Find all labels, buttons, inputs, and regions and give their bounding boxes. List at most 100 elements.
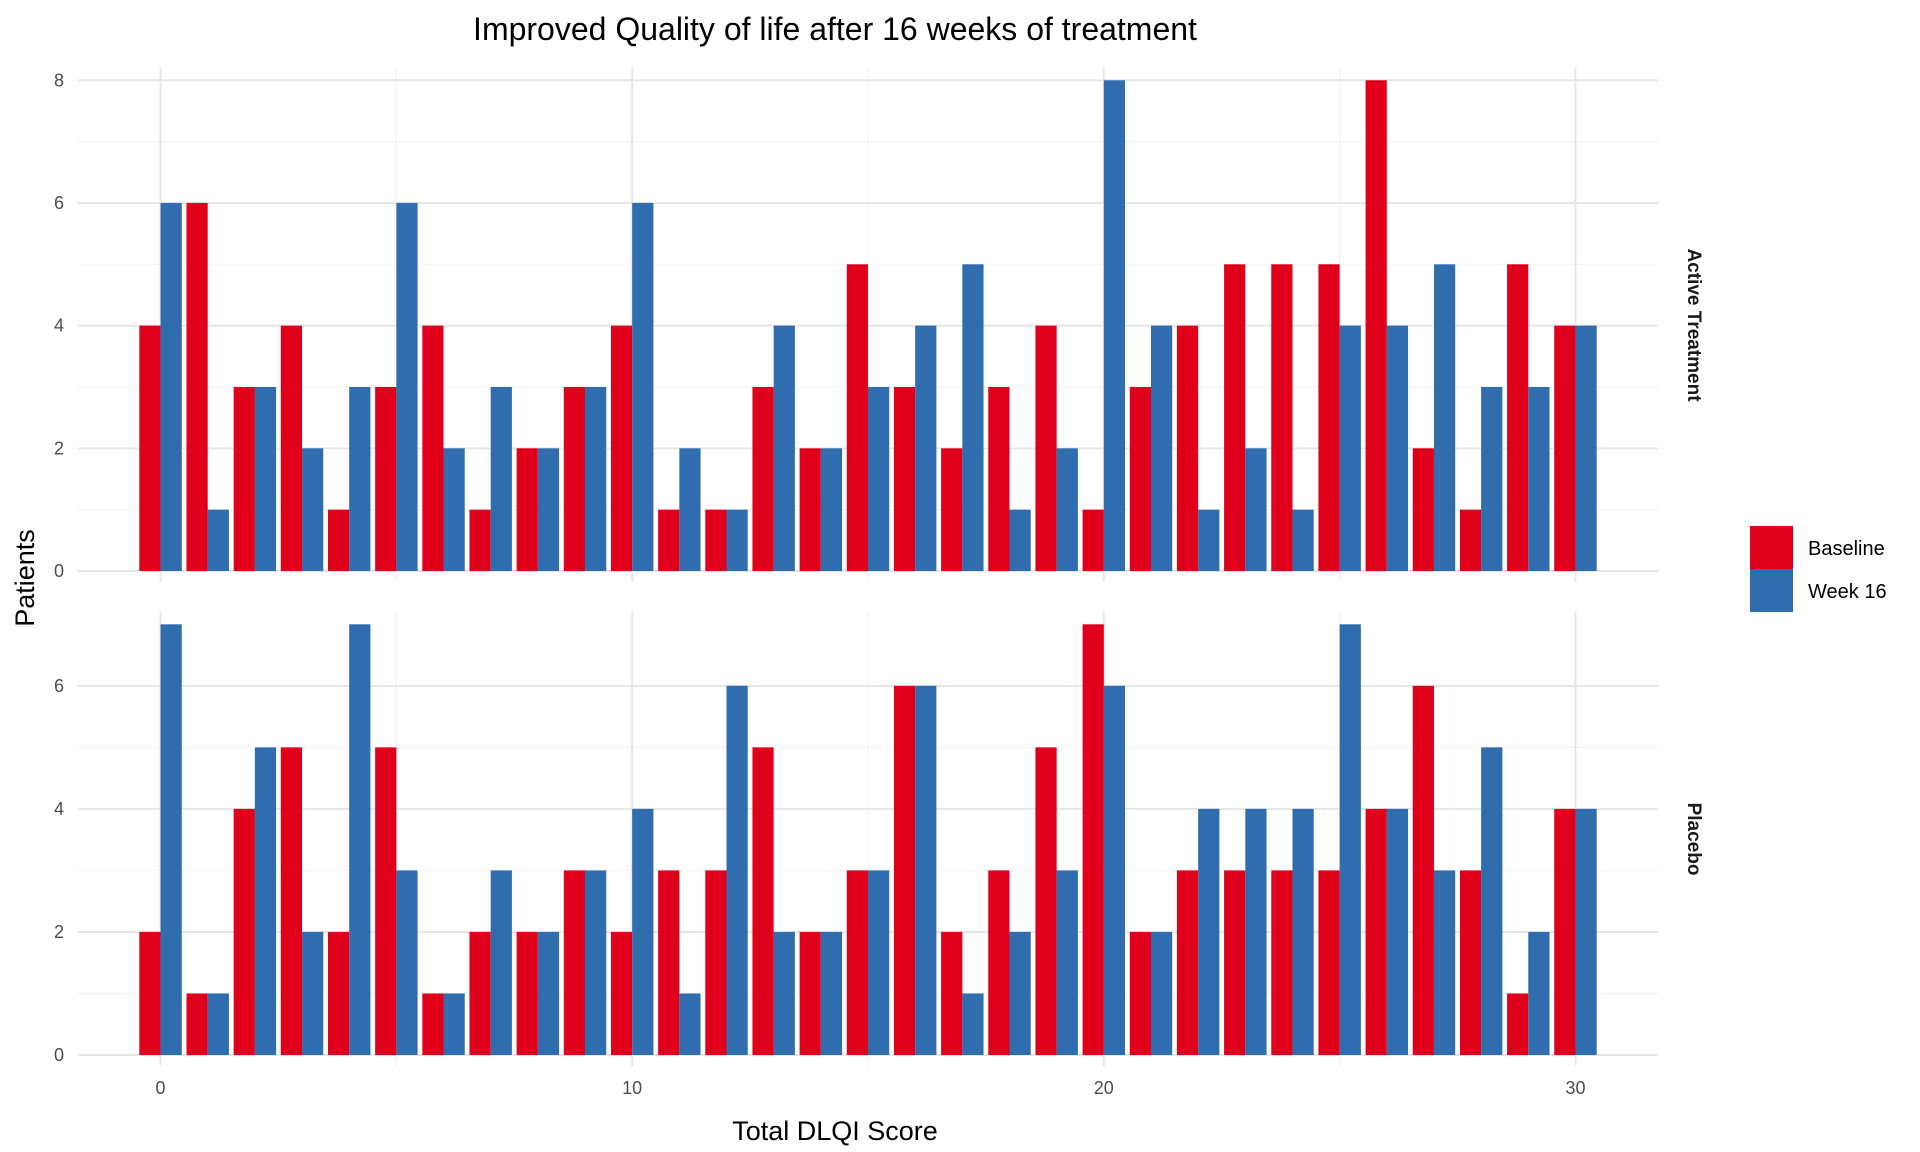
bar-baseline	[1129, 386, 1151, 571]
bar-week-16	[1245, 448, 1267, 571]
bar-week-16	[868, 870, 890, 1055]
bar-baseline	[186, 202, 208, 571]
bar-week-16	[820, 448, 843, 571]
bar-week-16	[1433, 264, 1456, 571]
bar-week-16	[1245, 808, 1267, 1055]
bar-week-16	[1339, 325, 1361, 571]
legend-swatch	[1750, 569, 1793, 612]
bar-baseline	[705, 870, 727, 1055]
bar-baseline	[610, 325, 633, 571]
bar-week-16	[490, 386, 512, 571]
bar-week-16	[207, 509, 229, 571]
bar-baseline	[1271, 264, 1293, 571]
y-tick-label: 0	[54, 561, 64, 581]
bar-week-16	[443, 993, 465, 1055]
bar-baseline	[1507, 993, 1529, 1055]
bar-week-16	[1528, 386, 1550, 571]
bar-week-16	[302, 931, 324, 1055]
bar-baseline	[1082, 624, 1104, 1055]
bar-baseline	[988, 386, 1010, 571]
bar-week-16	[490, 870, 512, 1055]
bar-baseline	[799, 931, 821, 1055]
bar-baseline	[233, 386, 255, 571]
bar-week-16	[254, 747, 277, 1055]
y-tick-label: 2	[54, 438, 64, 458]
bar-baseline	[1082, 509, 1104, 571]
y-tick-label: 6	[54, 676, 64, 696]
bar-week-16	[1575, 808, 1597, 1055]
bar-baseline	[469, 931, 491, 1055]
y-tick-label: 2	[54, 922, 64, 942]
y-axis-title: Patients	[10, 529, 40, 627]
legend: Baseline Week 16	[1750, 526, 1887, 612]
bar-week-16	[443, 448, 465, 571]
bar-week-16	[160, 202, 182, 571]
bar-baseline	[893, 386, 916, 571]
bar-week-16	[1198, 509, 1220, 571]
bar-baseline	[1129, 931, 1151, 1055]
bar-week-16	[679, 993, 701, 1055]
panel-strip-label: Placebo	[1683, 803, 1704, 876]
bar-week-16	[1056, 448, 1078, 571]
bar-week-16	[1150, 325, 1173, 571]
bar-week-16	[679, 448, 701, 571]
bar-baseline	[280, 747, 303, 1055]
bar-baseline	[139, 931, 161, 1055]
bar-week-16	[349, 386, 371, 571]
bar-week-16	[915, 685, 937, 1055]
panel-strip-label: Active Treatment	[1683, 248, 1704, 402]
bar-week-16	[254, 386, 277, 571]
bar-baseline	[1412, 685, 1434, 1055]
x-axis: 0 10 20 30	[156, 1078, 1586, 1098]
bar-week-16	[1481, 747, 1503, 1055]
bar-baseline	[893, 685, 916, 1055]
chart-title: Improved Quality of life after 16 weeks …	[473, 11, 1197, 47]
bar-week-16	[1198, 808, 1220, 1055]
bar-week-16	[302, 448, 324, 571]
y-tick-label: 0	[54, 1045, 64, 1065]
bar-baseline	[1224, 870, 1246, 1055]
bar-baseline	[139, 325, 161, 571]
bar-baseline	[1318, 264, 1340, 571]
bar-baseline	[658, 870, 680, 1055]
bar-week-16	[1528, 931, 1550, 1055]
bar-week-16	[537, 931, 560, 1055]
bar-baseline	[327, 509, 350, 571]
bar-week-16	[396, 870, 418, 1055]
bar-week-16	[1009, 931, 1031, 1055]
bar-baseline	[658, 509, 680, 571]
bar-baseline	[846, 870, 868, 1055]
bar-baseline	[375, 747, 397, 1055]
bar-baseline	[941, 931, 963, 1055]
bar-baseline	[752, 386, 774, 571]
bar-week-16	[726, 685, 748, 1055]
bar-baseline	[610, 931, 633, 1055]
bar-baseline	[469, 509, 491, 571]
bar-baseline	[1035, 747, 1057, 1055]
bar-week-16	[962, 264, 984, 571]
bar-week-16	[1292, 509, 1314, 571]
bar-baseline	[327, 931, 350, 1055]
legend-label: Baseline	[1808, 538, 1885, 560]
bar-week-16	[1481, 386, 1503, 571]
bar-week-16	[1575, 325, 1597, 571]
bar-week-16	[1103, 80, 1126, 571]
bar-week-16	[585, 870, 607, 1055]
bar-baseline	[1035, 325, 1057, 571]
bar-baseline	[799, 448, 821, 571]
x-tick-label: 30	[1565, 1078, 1585, 1098]
bar-baseline	[1176, 325, 1199, 571]
bar-week-16	[1386, 325, 1409, 571]
bar-baseline	[1459, 509, 1482, 571]
bar-week-16	[585, 386, 607, 571]
bar-baseline	[186, 993, 208, 1055]
bar-week-16	[349, 624, 371, 1055]
bar-baseline	[1554, 325, 1576, 571]
bar-week-16	[632, 808, 654, 1055]
legend-label: Week 16	[1808, 581, 1887, 603]
x-tick-label: 0	[156, 1078, 166, 1098]
bar-week-16	[207, 993, 229, 1055]
bar-baseline	[1176, 870, 1199, 1055]
bar-week-16	[1103, 685, 1126, 1055]
